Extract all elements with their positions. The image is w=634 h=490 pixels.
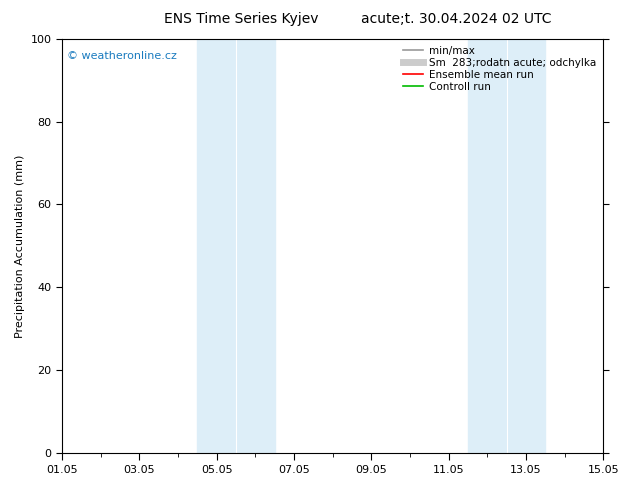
Bar	[468, 39, 507, 453]
Text: ENS Time Series Kyjev: ENS Time Series Kyjev	[164, 12, 318, 26]
Bar	[507, 39, 545, 453]
Bar	[197, 39, 236, 453]
Legend: min/max, Sm  283;rodatn acute; odchylka, Ensemble mean run, Controll run: min/max, Sm 283;rodatn acute; odchylka, …	[398, 42, 600, 97]
Y-axis label: Precipitation Accumulation (mm): Precipitation Accumulation (mm)	[15, 154, 25, 338]
Bar	[236, 39, 275, 453]
Text: © weatheronline.cz: © weatheronline.cz	[67, 51, 178, 61]
Text: acute;t. 30.04.2024 02 UTC: acute;t. 30.04.2024 02 UTC	[361, 12, 552, 26]
